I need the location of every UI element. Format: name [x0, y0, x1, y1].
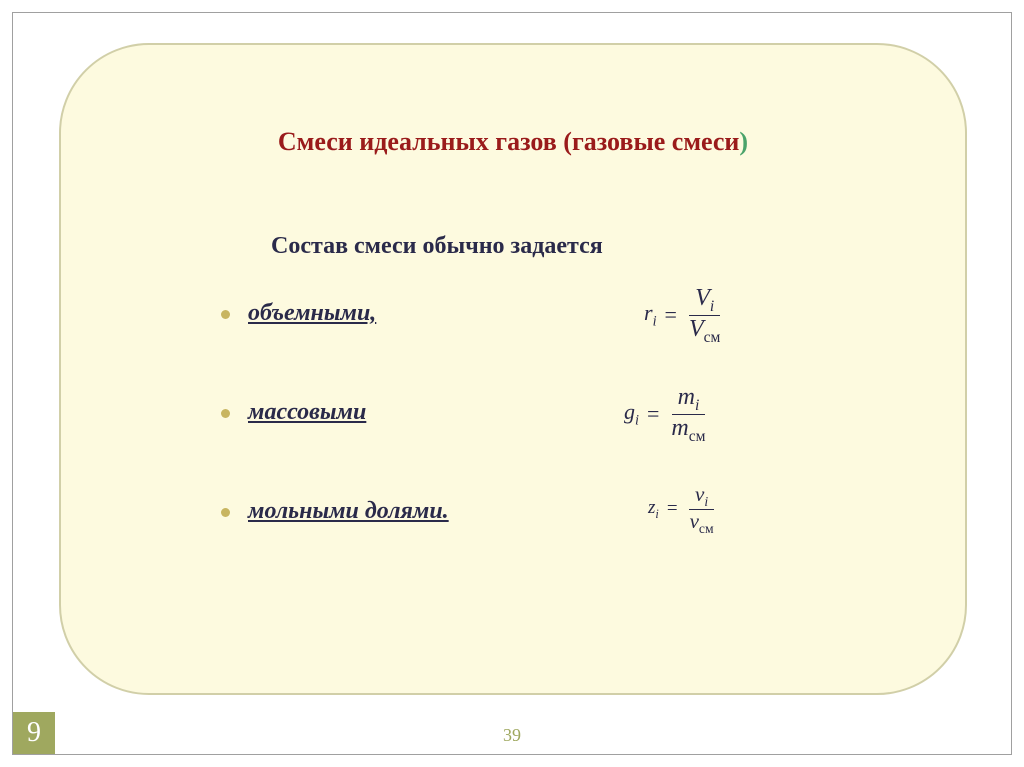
- subscript: см: [689, 428, 706, 445]
- subscript: i: [653, 314, 657, 330]
- bullet-icon: [221, 310, 230, 319]
- bullet-icon: [221, 508, 230, 517]
- equals-sign: =: [665, 302, 677, 328]
- formula-lhs: gi: [624, 399, 639, 429]
- denominator: Vсм: [685, 316, 724, 346]
- var: V: [689, 316, 704, 342]
- formula-mole-fraction: zi = νi νсм: [648, 483, 866, 536]
- bullet-text: мольными долями.: [248, 498, 449, 525]
- var: m: [678, 384, 695, 410]
- subscript: i: [704, 494, 708, 509]
- var: ν: [690, 509, 699, 533]
- bullet-text: массовыми: [248, 399, 366, 426]
- formula-mass-fraction: gi = mi mсм: [624, 384, 866, 445]
- subscript: i: [635, 413, 639, 429]
- list-item: объемными,: [221, 300, 581, 327]
- subscript: i: [710, 298, 714, 315]
- fraction: νi νсм: [686, 483, 718, 536]
- fraction: mi mсм: [667, 384, 709, 445]
- numerator: mi: [672, 384, 706, 415]
- slide-frame: Смеси идеальных газов (газовые смеси) Со…: [12, 12, 1012, 755]
- denominator: mсм: [667, 415, 709, 445]
- numerator: Vi: [689, 285, 720, 316]
- var: m: [671, 415, 688, 441]
- bullet-list: объемными, массовыми мольными долями.: [221, 300, 581, 597]
- var: g: [624, 399, 635, 424]
- slide-title: Смеси идеальных газов (газовые смеси): [61, 127, 965, 157]
- subscript: см: [704, 329, 721, 346]
- var: r: [644, 300, 653, 325]
- fraction: Vi Vсм: [685, 285, 724, 346]
- bullet-icon: [221, 409, 230, 418]
- subscript: i: [655, 507, 658, 521]
- denominator: νсм: [686, 510, 718, 536]
- formula-volume-fraction: ri = Vi Vсм: [644, 285, 866, 346]
- title-text: Смеси идеальных газов (газовые смеси: [278, 127, 740, 156]
- formula-lhs: zi: [648, 497, 659, 522]
- slide-card: Смеси идеальных газов (газовые смеси) Со…: [59, 43, 967, 695]
- numerator: νi: [689, 483, 714, 510]
- var: V: [695, 285, 710, 311]
- var: ν: [695, 482, 704, 506]
- equals-sign: =: [667, 498, 678, 520]
- list-item: мольными долями.: [221, 498, 581, 525]
- subscript: см: [699, 521, 714, 536]
- page-number-center: 39: [13, 725, 1011, 746]
- slide-subtitle: Состав смеси обычно задается: [271, 233, 603, 260]
- list-item: массовыми: [221, 399, 581, 426]
- formula-lhs: ri: [644, 300, 657, 330]
- subscript: i: [695, 397, 699, 414]
- bullet-text: объемными,: [248, 300, 376, 327]
- equals-sign: =: [647, 401, 659, 427]
- title-paren: ): [739, 127, 748, 156]
- formula-block: ri = Vi Vсм gi = mi mсм: [606, 285, 866, 574]
